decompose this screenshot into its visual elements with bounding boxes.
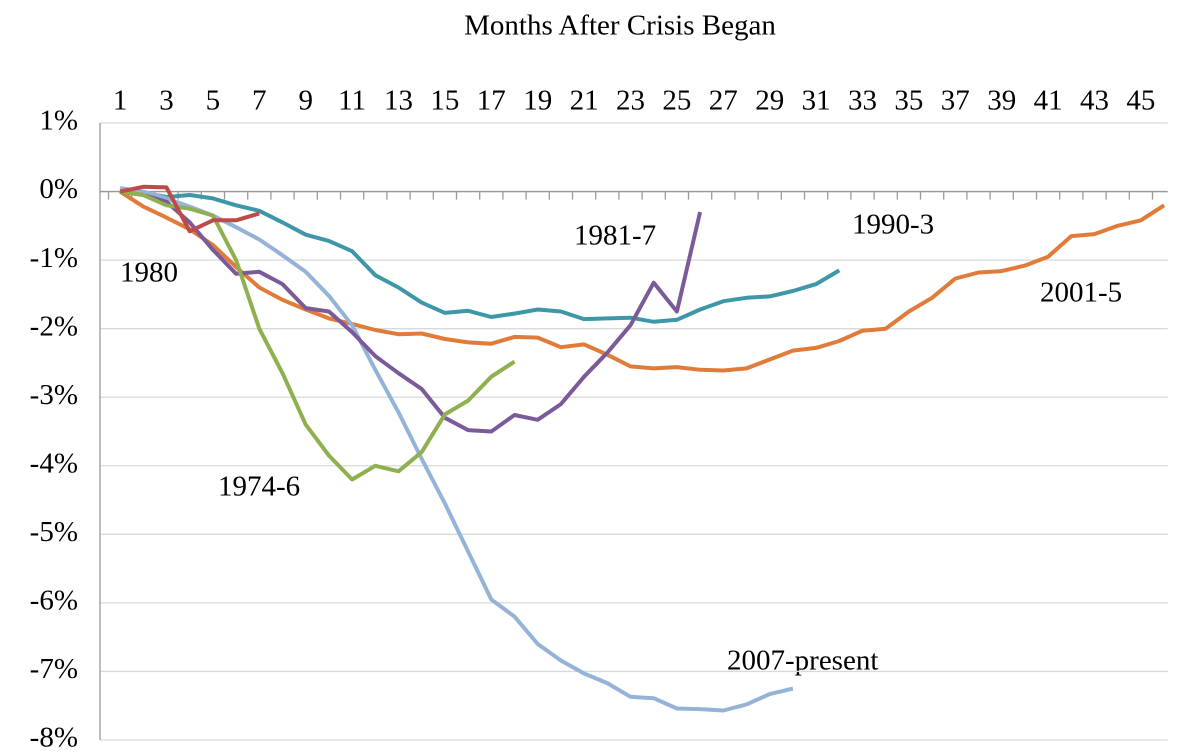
y-tick-label: -1%: [30, 242, 78, 274]
x-tick-label: 19: [523, 85, 552, 117]
series-label: 2001-5: [1040, 277, 1122, 309]
x-tick-label: 15: [430, 85, 459, 117]
x-tick-label: 43: [1080, 85, 1109, 117]
series-line: [119, 189, 841, 324]
x-tick-label: 39: [987, 85, 1016, 117]
x-tick-label: 27: [709, 85, 738, 117]
x-tick-label: 7: [252, 85, 267, 117]
x-tick-label: 29: [755, 85, 784, 117]
x-tick-label: 23: [616, 85, 645, 117]
x-tick-label: 17: [477, 85, 506, 117]
x-tick-label: 3: [159, 85, 174, 117]
y-tick-label: -8%: [30, 722, 78, 754]
x-tick-label: 13: [384, 85, 413, 117]
series-line: [119, 189, 516, 482]
x-tick-label: 41: [1034, 85, 1063, 117]
y-tick-label: -2%: [30, 310, 78, 342]
y-tick-label: -7%: [30, 653, 78, 685]
y-tick-label: -3%: [30, 379, 78, 411]
y-tick-label: 1%: [39, 105, 78, 137]
x-tick-label: 31: [802, 85, 831, 117]
x-tick-label: 33: [848, 85, 877, 117]
x-tick-label: 1: [113, 85, 128, 117]
x-tick-label: 5: [206, 85, 221, 117]
y-tick-label: -6%: [30, 585, 78, 617]
x-tick-label: 11: [338, 85, 366, 117]
y-tick-label: -4%: [30, 447, 78, 479]
series-label: 1974-6: [218, 471, 300, 503]
series-line: [119, 184, 260, 234]
series-label: 1990-3: [852, 209, 934, 241]
x-tick-label: 35: [894, 85, 923, 117]
chart-title: Months After Crisis Began: [464, 10, 776, 42]
x-tick-label: 9: [298, 85, 313, 117]
series-label: 1980: [120, 257, 178, 289]
series-label: 1981-7: [574, 220, 656, 252]
series-line: [119, 189, 703, 434]
y-tick-label: 0%: [39, 173, 78, 205]
x-tick-label: 21: [570, 85, 599, 117]
x-tick-label: 45: [1126, 85, 1155, 117]
x-tick-label: 37: [941, 85, 970, 117]
y-tick-label: -5%: [30, 516, 78, 548]
x-tick-label: 25: [662, 85, 691, 117]
series-line: [119, 189, 1166, 373]
series-line: [119, 186, 794, 713]
